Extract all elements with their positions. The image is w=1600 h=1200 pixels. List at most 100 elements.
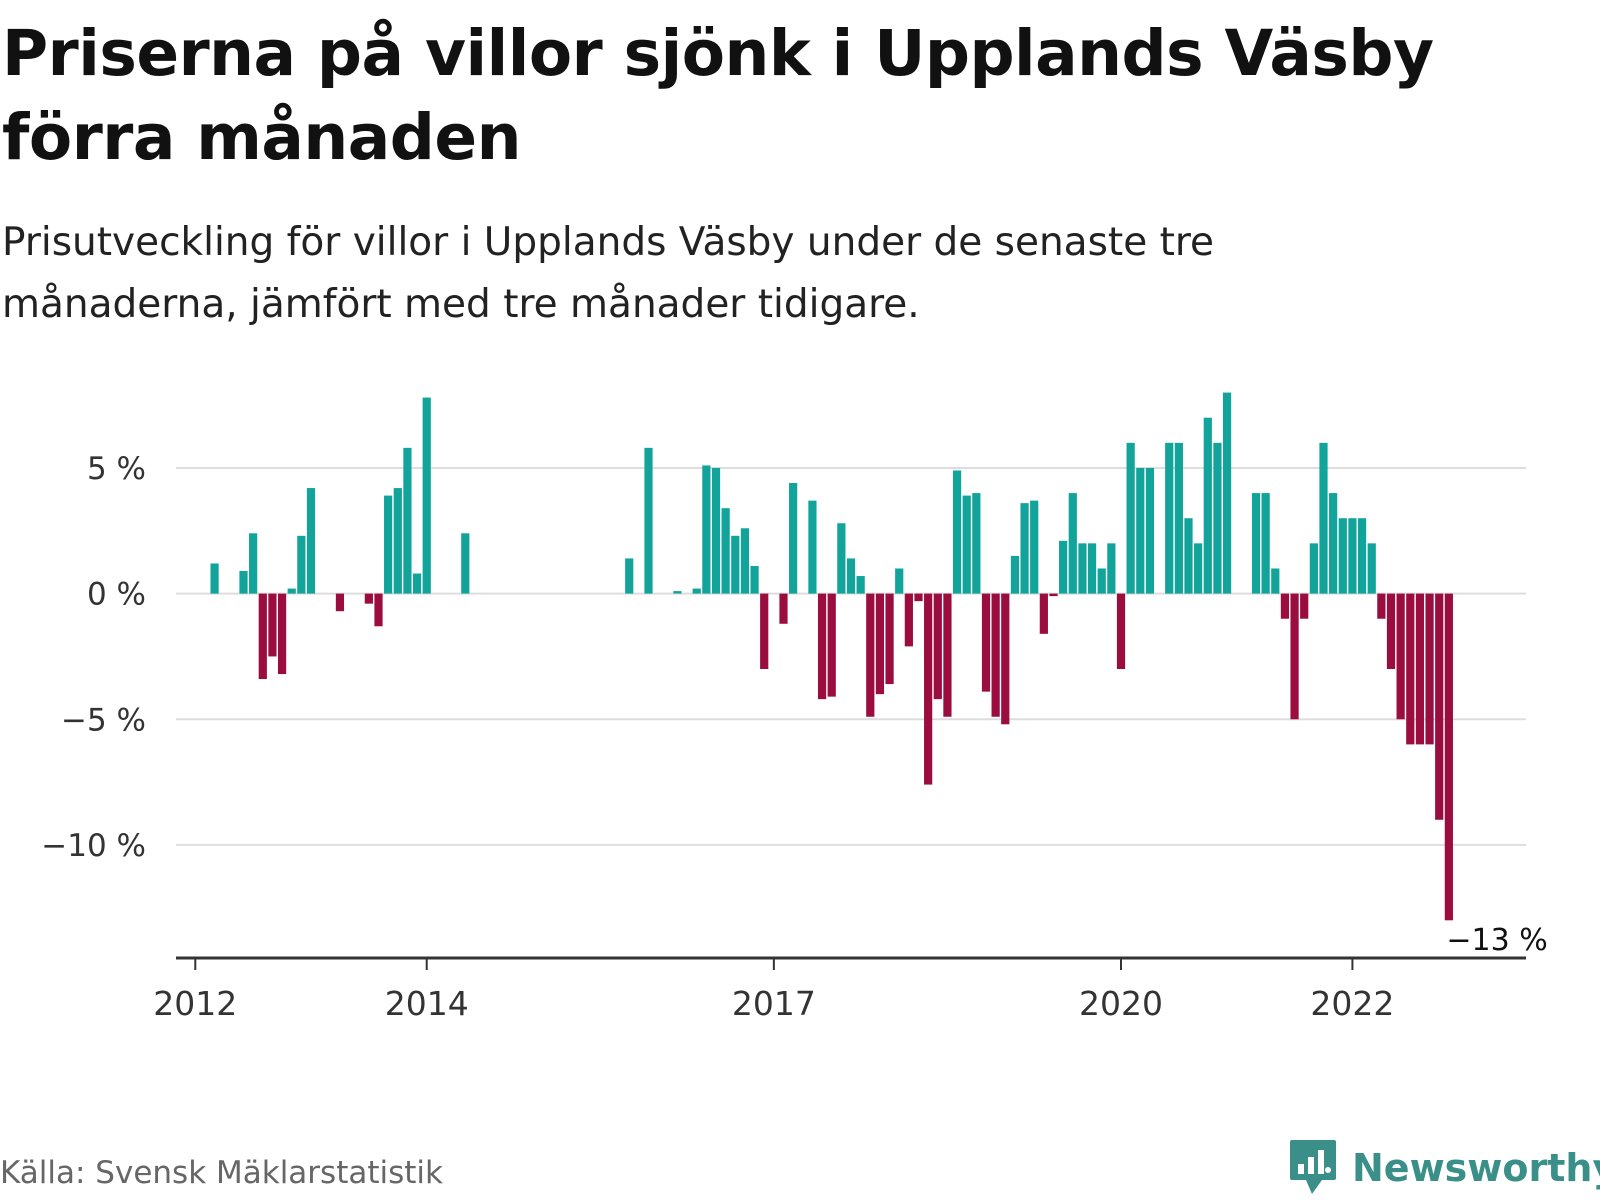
bar [904,593,913,647]
bar [692,588,701,594]
brand-name: Newsworthy [1352,1146,1600,1190]
bar [885,593,894,685]
bar [750,565,759,594]
bar [1136,467,1145,594]
bar [1367,543,1376,594]
bar [673,591,682,594]
bar [1290,593,1299,720]
y-tick-label: 0 % [87,577,146,613]
bar [1010,555,1020,594]
bar [1213,442,1222,594]
bar [461,533,470,594]
bar [1126,442,1135,594]
bar [702,465,711,594]
chart-title: Priserna på villor sjönk i Upplands Väsb… [2,17,1434,174]
source-note: Källa: Svensk Mäklarstatistik [0,1155,443,1191]
bar [1396,593,1405,720]
bar [625,558,634,594]
bar [1271,568,1280,594]
bar [789,483,798,594]
bar [1068,493,1077,594]
bar [1357,518,1367,594]
bar [991,593,1000,717]
bar [422,397,431,594]
y-axis-labels: 5 % 0 % −5 % −10 % [41,451,146,864]
bar [933,593,942,700]
bar [1059,540,1068,594]
bar [837,523,846,594]
y-tick-label: 5 % [87,451,146,487]
bar [760,593,769,669]
bars [210,392,1453,921]
bar [1309,543,1318,594]
bar [952,470,962,594]
bar [827,593,836,697]
bar [1300,593,1309,619]
bar [1116,593,1126,669]
y-tick-label: −5 % [61,702,146,738]
bar [1184,518,1193,594]
bar [412,573,422,594]
x-tick-label: 2020 [1079,984,1163,1023]
bar [1049,593,1058,597]
bar [808,500,817,594]
bar [1280,593,1290,619]
bar [1329,493,1338,594]
bar [1386,593,1396,669]
bar [1251,493,1261,594]
x-tick-label: 2022 [1310,984,1394,1023]
x-axis: 2012 2014 2017 2020 2022 [153,956,1526,1023]
brand-logo: Newsworthy [1288,1138,1600,1198]
bar [1087,543,1097,594]
bar [1001,593,1010,725]
bar [644,447,653,594]
bar [1415,593,1425,745]
bar-value-label: −13 % [1446,923,1547,958]
bar [731,535,740,594]
bar [1194,543,1203,594]
bar [1338,518,1347,594]
bar [1203,417,1212,594]
bar [1406,593,1415,745]
bar [740,528,750,594]
bar [895,568,904,594]
bar [972,493,981,594]
bar [374,593,383,627]
annotations: −13 % [1443,920,1550,961]
bar [1425,593,1434,745]
bar [287,588,296,594]
bar [239,570,248,594]
bar [1020,503,1029,594]
bar [1222,392,1232,594]
bar [817,593,827,700]
bar [1107,543,1116,594]
bar [846,558,856,594]
bar [393,488,402,594]
bar [258,593,267,680]
x-tick-label: 2017 [732,984,816,1023]
bar [268,593,277,657]
bar [1039,593,1048,634]
bar [1348,518,1357,594]
bar [306,488,316,594]
bar [384,495,393,594]
y-tick-label: −10 % [41,828,146,864]
bar [924,593,933,785]
bar [1165,442,1174,594]
bar [1174,442,1183,594]
bar [1261,493,1270,594]
bar [856,576,865,594]
bar [1377,593,1386,619]
x-tick-label: 2014 [385,984,469,1023]
bar [1145,467,1155,594]
chart-subtitle: Prisutveckling för villor i Upplands Väs… [2,220,1215,327]
bar [711,467,721,594]
bar [914,593,923,602]
bar [962,495,971,594]
bar [1435,593,1444,820]
x-tick-label: 2012 [153,984,237,1023]
bar [1097,568,1106,594]
bar [249,533,258,594]
bar [1319,442,1328,594]
bar [981,593,991,692]
